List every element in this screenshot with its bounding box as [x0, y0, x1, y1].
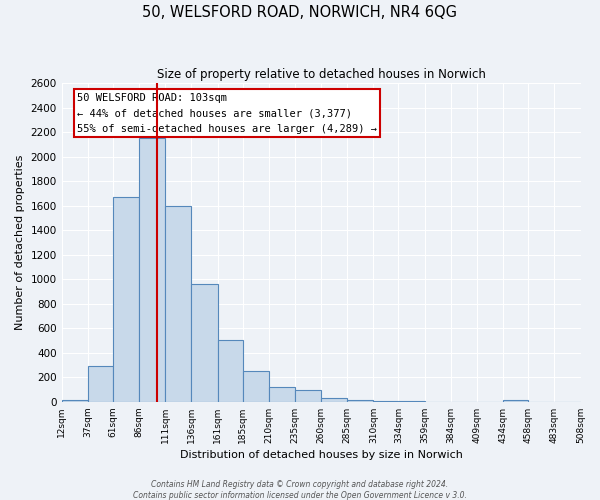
Text: 50 WELSFORD ROAD: 103sqm
← 44% of detached houses are smaller (3,377)
55% of sem: 50 WELSFORD ROAD: 103sqm ← 44% of detach… [77, 92, 377, 134]
Text: Contains HM Land Registry data © Crown copyright and database right 2024.
Contai: Contains HM Land Registry data © Crown c… [133, 480, 467, 500]
Bar [347, 400, 373, 402]
Bar [191, 284, 218, 402]
Bar [113, 197, 139, 402]
Text: 50, WELSFORD ROAD, NORWICH, NR4 6QG: 50, WELSFORD ROAD, NORWICH, NR4 6QG [143, 5, 458, 20]
Bar [398, 401, 425, 402]
Bar [218, 340, 242, 402]
X-axis label: Distribution of detached houses by size in Norwich: Distribution of detached houses by size … [179, 450, 463, 460]
Bar [295, 390, 321, 402]
Bar [165, 206, 191, 402]
Bar [88, 366, 113, 402]
Y-axis label: Number of detached properties: Number of detached properties [15, 155, 25, 330]
Bar [269, 387, 295, 402]
Bar [139, 138, 165, 402]
Bar [62, 400, 88, 402]
Bar [373, 401, 398, 402]
Bar [321, 398, 347, 402]
Title: Size of property relative to detached houses in Norwich: Size of property relative to detached ho… [157, 68, 485, 80]
Bar [242, 371, 269, 402]
Bar [503, 400, 528, 402]
